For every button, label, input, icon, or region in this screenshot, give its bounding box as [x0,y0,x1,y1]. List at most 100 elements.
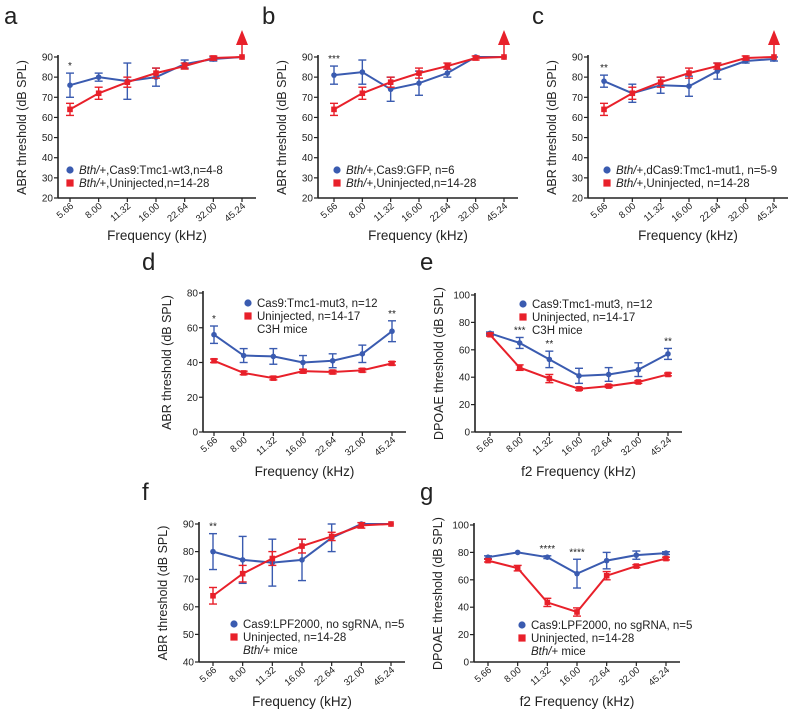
data-point [633,563,640,569]
data-point [657,79,664,85]
data-point [270,353,277,360]
x-tick-label: 45.24 [485,201,510,225]
data-point [663,550,669,556]
y-tick-label: 60 [458,575,470,586]
x-tick-label: 32.00 [617,665,642,689]
data-point [603,557,610,564]
significance-label: * [212,314,216,325]
x-axis-label: f2 Frequency (kHz) [520,694,635,709]
x-tick-label: 45.24 [647,665,672,689]
legend-text: +,dCas9:Tmc1-mut1, n=5-9 [636,165,777,177]
x-tick-label: 45.24 [649,435,674,459]
y-tick-label: 20 [42,194,54,205]
data-point [663,555,669,562]
y-tick-label: 20 [302,194,314,205]
data-point [485,557,491,564]
y-tick-label: 70 [183,575,195,586]
data-point [299,557,305,563]
x-tick-label: 22.64 [428,201,453,225]
data-point [210,548,216,555]
arrow-up-icon [768,30,780,45]
legend-marker [518,634,526,642]
y-axis-label: ABR threshold (dB SPL) [156,526,170,661]
legend-label: Bth/+,dCas9:Tmc1-mut1, n=5-9 [616,165,777,177]
data-point [514,549,521,556]
data-point [210,592,216,599]
data-point [444,70,451,76]
panel-letter: f [142,479,149,506]
x-tick-label: 5.66 [55,201,76,221]
y-axis-label: DPOAE threshold (dB SPL) [432,287,446,440]
data-point [331,106,337,113]
legend-italic: Bth/ [616,165,638,177]
x-tick-label: 45.24 [373,435,398,459]
y-tick-label: 80 [183,547,195,558]
data-point [633,552,640,558]
legend-marker [603,166,611,174]
series-red [209,521,394,605]
y-tick-label: 40 [42,153,54,164]
x-tick-label: 45.24 [223,201,248,225]
data-point [95,74,102,80]
significance-label: *** [514,325,526,336]
significance-label: **** [569,547,585,558]
data-point [472,55,479,61]
legend-marker [603,179,611,187]
series-red [600,54,777,117]
legend-italic: Bth/ [346,178,368,190]
arrow-up-icon [236,30,248,45]
x-tick-label: 22.64 [589,435,614,459]
panel-letter: c [532,3,544,30]
legend-label: Bth/+,Uninjected, n=14-28 [616,178,750,190]
significance-label: ** [545,339,553,350]
data-point [67,106,73,113]
panel-d: d 0 20 40 60 80 5.66 8.00 11.32 16.00 22.64 32.00 45… [142,249,406,479]
y-tick-label: 80 [459,318,471,329]
data-point [270,375,277,381]
legend-text: Cas9:LPF2000, no sgRNA, n=5 [531,620,692,632]
data-point [329,369,336,375]
legend-marker [244,299,252,307]
y-tick-label: 40 [183,658,195,669]
data-point [546,375,553,382]
legend-text: Uninjected, n=14-17 [532,312,635,324]
legend-text: +,Uninjected,n=14-28 [99,178,209,190]
data-point [153,70,159,76]
x-tick-label: 32.00 [619,435,644,459]
panel-f: f 40 50 60 70 80 90 5.66 8.00 11.32 16.00 22.64 32.0… [142,479,405,709]
x-tick-label: 16.00 [670,201,695,225]
y-tick-label: 30 [42,173,54,184]
significance-label: ** [209,522,217,533]
legend-text: Cas9:Tmc1-mut3, n=12 [532,299,652,311]
y-tick-label: 40 [572,153,584,164]
x-tick-label: 8.00 [83,201,104,221]
data-point [358,522,365,529]
x-axis-label: Frequency (kHz) [638,228,738,243]
legend-marker [230,633,238,641]
data-point [574,570,580,577]
note-text: C3H mice [257,324,307,336]
significance-label: ** [388,309,396,320]
x-tick-label: 11.32 [531,435,556,458]
x-tick-label: 5.66 [198,665,219,685]
data-point [389,328,395,335]
y-tick-label: 60 [42,113,54,124]
legend-note: C3H mice [532,325,582,337]
x-tick-label: 11.32 [255,435,280,458]
series-red [484,555,670,617]
legend-italic: Bth/ [79,165,101,177]
data-point [544,599,551,606]
x-tick-label: 22.64 [313,435,338,459]
legend-text: +,Cas9:Tmc1-wt3,n=4-8 [99,165,222,177]
x-axis-label: Frequency (kHz) [368,228,468,243]
x-axis-label: f2 Frequency (kHz) [521,464,636,479]
legend-label: Cas9:LPF2000, no sgRNA, n=5 [531,620,692,632]
y-axis-label: ABR threshold (dB SPL) [545,60,559,195]
y-tick-label: 30 [572,173,584,184]
legend-label: Cas9:LPF2000, no sgRNA, n=5 [243,619,404,631]
data-point [629,90,636,97]
x-tick-label: 32.00 [343,435,368,459]
data-point [269,555,276,562]
x-tick-label: 8.00 [502,665,523,685]
panel-letter: d [142,249,155,276]
